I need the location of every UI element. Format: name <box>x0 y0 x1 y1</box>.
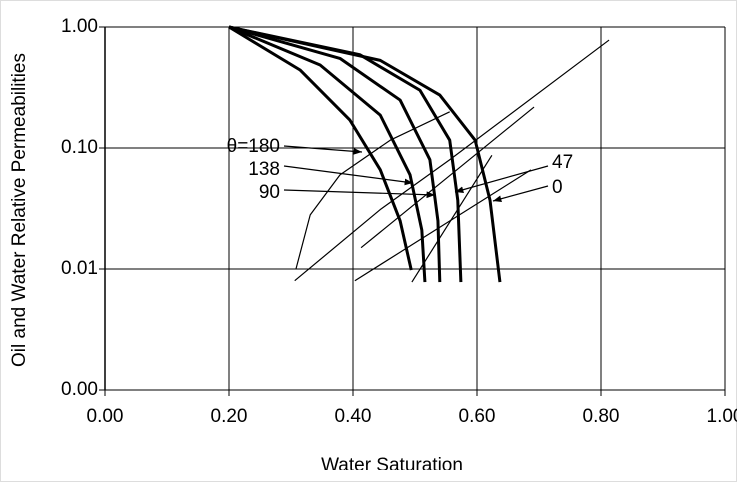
label-arrow <box>283 145 363 155</box>
label-arrow <box>454 165 549 193</box>
curve-label: 138 <box>248 159 280 180</box>
curve <box>228 25 413 271</box>
curve <box>228 25 442 283</box>
y-tick-label: 0.01 <box>61 258 98 279</box>
x-tick-label: 0.40 <box>335 406 372 427</box>
curve <box>354 169 532 282</box>
y-tick-label: 0.10 <box>61 137 98 158</box>
y-tick-label: 0.00 <box>61 379 98 400</box>
curve <box>360 106 535 249</box>
label-arrow <box>283 165 414 186</box>
curve <box>295 111 450 270</box>
curve <box>228 25 502 283</box>
curve-label: 0 <box>552 177 563 198</box>
y-tick-label: 1.00 <box>61 16 98 37</box>
curve-label: θ=180 <box>227 136 280 157</box>
x-tick-label: 0.60 <box>459 406 496 427</box>
x-axis-label: Water Saturation <box>321 455 463 476</box>
x-tick-label: 0.00 <box>87 406 124 427</box>
x-tick-label: 0.20 <box>211 406 248 427</box>
curve-label: 90 <box>259 182 280 203</box>
x-tick-label: 0.80 <box>583 406 620 427</box>
label-arrow <box>492 185 549 203</box>
curve-label: 47 <box>552 152 573 173</box>
y-axis-label: Oil and Water Relative Permeabilities <box>9 53 30 367</box>
curve <box>294 39 610 282</box>
x-tick-label: 1.00 <box>707 406 737 427</box>
curve <box>411 154 493 283</box>
label-arrow <box>283 189 436 199</box>
